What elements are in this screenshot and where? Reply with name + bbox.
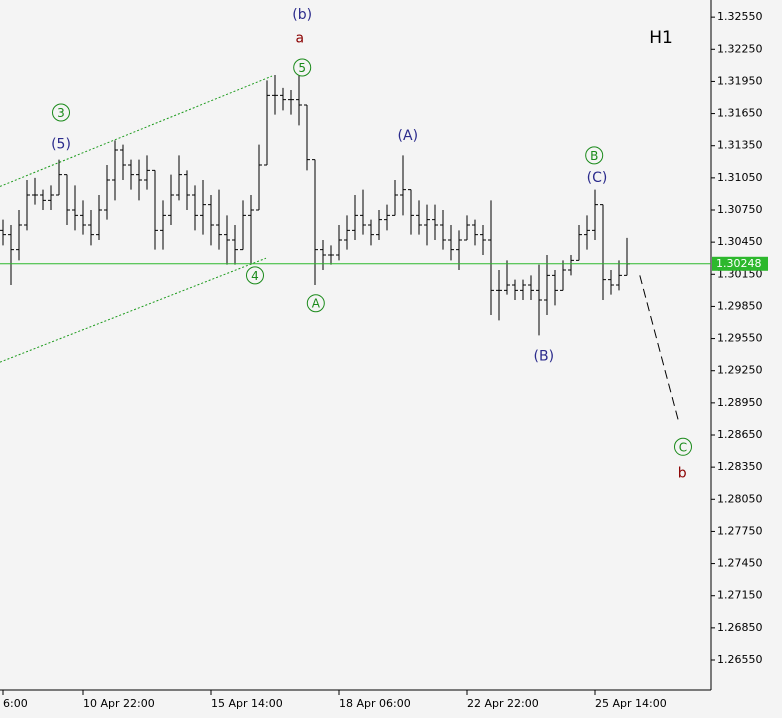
wave-label: (B) (534, 349, 555, 365)
y-tick-label: 1.27150 (717, 589, 763, 602)
y-tick-label: 1.29550 (717, 332, 763, 345)
y-tick-label: 1.31650 (717, 107, 763, 120)
x-tick-label: 25 Apr 14:00 (595, 697, 667, 710)
y-tick-label: 1.32550 (717, 10, 763, 23)
y-tick-label: 1.31350 (717, 139, 763, 152)
wave-label: (A) (398, 128, 419, 144)
wave-label: 5 (298, 61, 306, 75)
wave-circle (293, 58, 312, 77)
trend-line (0, 75, 273, 187)
timeframe: H1 (649, 28, 673, 48)
wave-circle (246, 266, 264, 285)
y-tick-label: 1.27750 (717, 524, 763, 537)
wave-label: (5) (51, 137, 71, 153)
x-tick-label: 10 Apr 22:00 (83, 697, 155, 710)
wave-label: a (296, 31, 305, 47)
y-tick-label: 1.28050 (717, 492, 763, 505)
wave-label: B (590, 149, 598, 163)
x-tick-label: 15 Apr 14:00 (211, 697, 283, 710)
y-tick-label: 1.26850 (717, 621, 763, 634)
wave-label: 3 (57, 106, 65, 120)
wave-label: b (678, 466, 687, 482)
y-tick-label: 1.28650 (717, 428, 763, 441)
y-tick-label: 1.30750 (717, 203, 763, 216)
trend-line (639, 275, 679, 421)
y-tick-label: 1.31950 (717, 74, 763, 87)
wave-circle (52, 103, 70, 122)
wave-label: 4 (251, 269, 259, 283)
wave-label: (b) (292, 7, 312, 23)
wave-label: (C) (587, 170, 608, 186)
x-tick-label: 6:00 (3, 697, 28, 710)
wave-circle (674, 437, 692, 456)
wave-label: A (312, 297, 321, 311)
y-tick-label: 1.32250 (717, 42, 763, 55)
price-label-box (712, 256, 768, 271)
y-tick-label: 1.29250 (717, 364, 763, 377)
y-tick-label: 1.30450 (717, 235, 763, 248)
wave-circle (306, 294, 325, 313)
y-tick-label: 1.27450 (717, 557, 763, 570)
y-tick-label: 1.29850 (717, 299, 763, 312)
y-tick-label: 1.31050 (717, 171, 763, 184)
wave-label: C (679, 440, 687, 454)
trend-line (0, 257, 267, 363)
y-tick-label: 1.28950 (717, 396, 763, 409)
y-tick-label: 1.28350 (717, 460, 763, 473)
price-label: 1.30248 (716, 257, 762, 270)
x-tick-label: 22 Apr 22:00 (467, 697, 539, 710)
wave-circle (585, 146, 604, 165)
y-tick-label: 1.26550 (717, 653, 763, 666)
x-tick-label: 18 Apr 06:00 (339, 697, 411, 710)
